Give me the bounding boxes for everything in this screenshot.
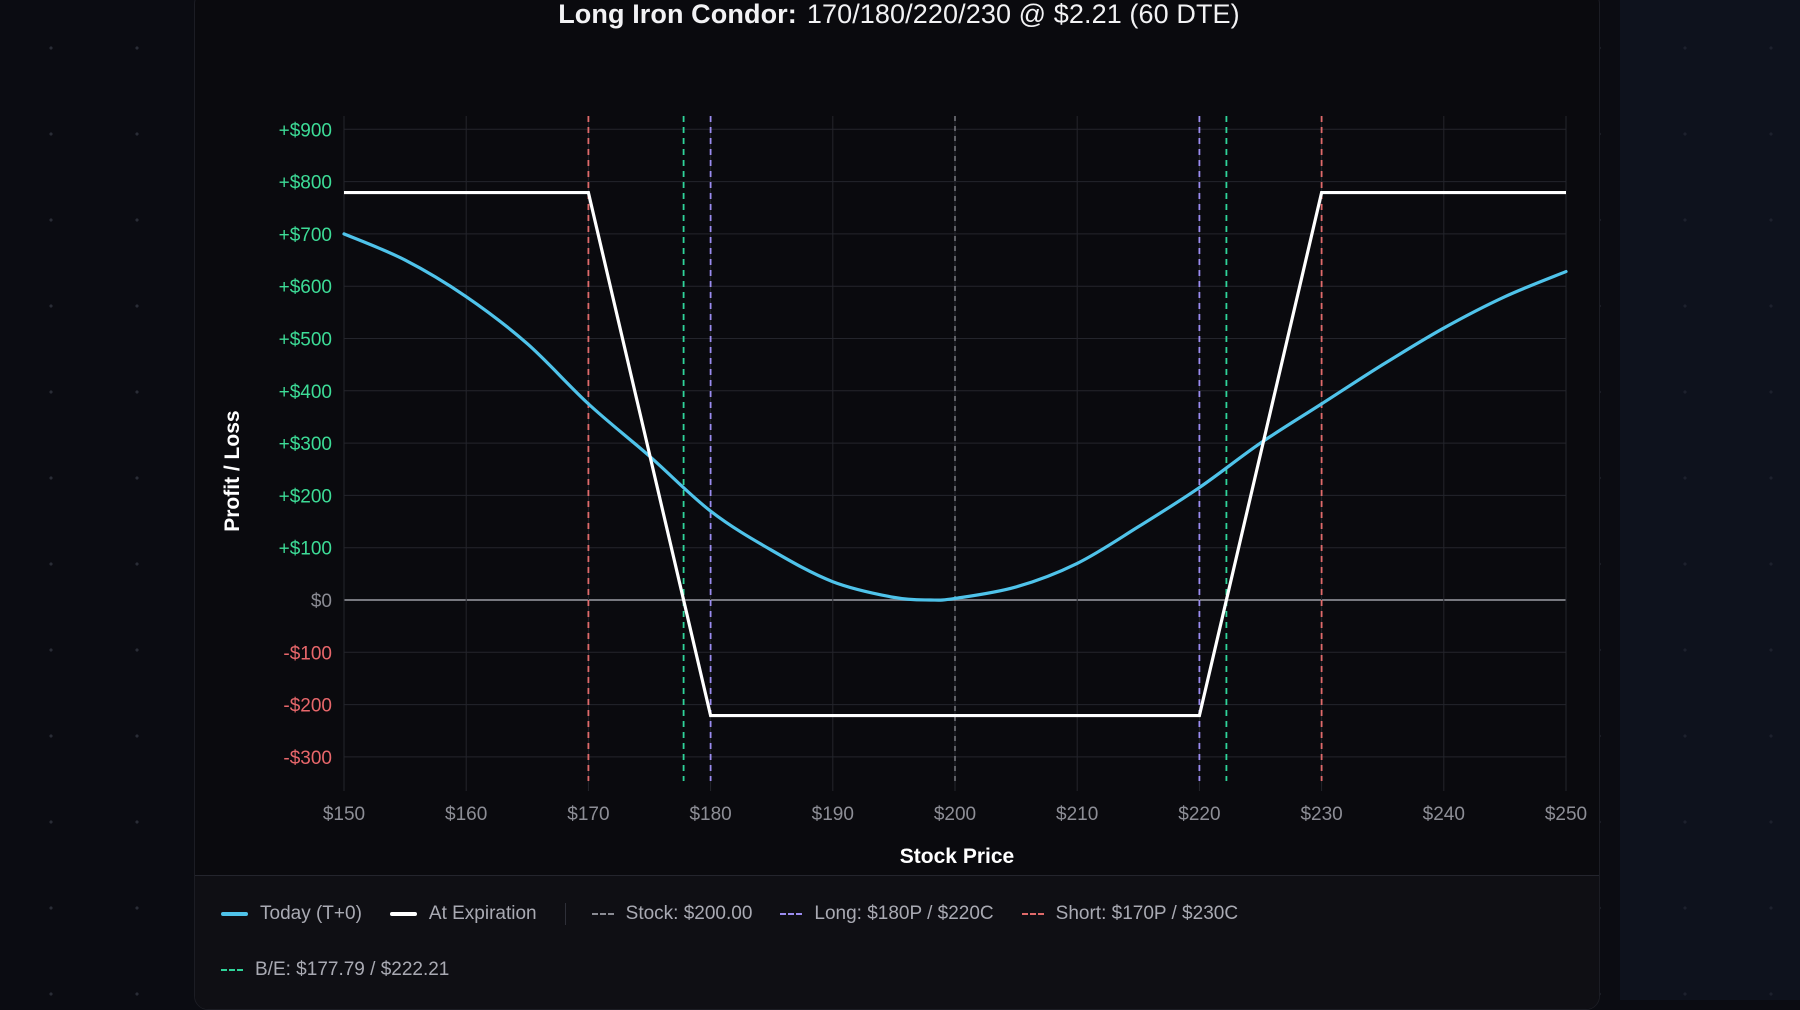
x-tick-label: $190 [812, 804, 854, 825]
x-tick-label: $220 [1178, 804, 1220, 825]
legend-breakeven[interactable]: B/E: $177.79 / $222.21 [221, 959, 449, 981]
x-tick-label: $170 [567, 804, 609, 825]
x-tick-label: $160 [445, 804, 487, 825]
legend-expiration-label: At Expiration [428, 903, 537, 924]
stock-dash-swatch-icon [591, 913, 614, 915]
today-t0-curve [342, 232, 1568, 602]
y-tick-label: +$100 [279, 539, 332, 560]
expiration-line-swatch-icon [389, 912, 417, 916]
y-tick-label: +$500 [279, 330, 332, 351]
long-dash-swatch-icon [780, 913, 803, 915]
y-tick-label: +$400 [279, 382, 332, 403]
legend-row-1: Today (T+0) At Expiration Stock: $200.00… [221, 903, 1266, 925]
x-tick-label: $200 [934, 804, 976, 825]
chart-title: Long Iron Condor: 170/180/220/230 @ $2.21… [195, 0, 1599, 30]
x-tick-label: $180 [689, 804, 731, 825]
y-tick-label: +$700 [279, 225, 332, 246]
x-tick-label: $150 [323, 804, 365, 825]
legend-short-label: Short: $170P / $230C [1055, 903, 1239, 924]
legend-today-label: Today (T+0) [260, 903, 362, 924]
x-axis-title: Stock Price [900, 845, 1014, 868]
legend-divider [564, 903, 566, 925]
y-tick-label: -$300 [283, 748, 332, 769]
y-tick-label: -$200 [283, 696, 332, 717]
y-tick-label: +$900 [279, 120, 332, 141]
x-tick-label: $230 [1300, 804, 1342, 825]
short-dash-swatch-icon [1021, 913, 1044, 915]
y-tick-label: +$600 [279, 277, 332, 298]
strategy-name: Long Iron Condor: [558, 0, 797, 29]
legend-breakeven-label: B/E: $177.79 / $222.21 [255, 959, 450, 980]
legend-stock[interactable]: Stock: $200.00 [591, 903, 753, 925]
legend-short[interactable]: Short: $170P / $230C [1021, 903, 1239, 925]
y-tick-label: +$300 [279, 434, 332, 455]
strategy-details: 170/180/220/230 @ $2.21 (60 DTE) [806, 0, 1240, 29]
y-tick-label: -$100 [283, 643, 332, 664]
x-tick-label: $250 [1545, 804, 1587, 825]
legend-long[interactable]: Long: $180P / $220C [780, 903, 994, 925]
today-line-swatch-icon [221, 912, 248, 916]
legend-expiration[interactable]: At Expiration [389, 903, 537, 925]
y-tick-label: $0 [311, 591, 332, 612]
legend-long-label: Long: $180P / $220C [814, 903, 994, 924]
background-tint [1620, 0, 1800, 1000]
legend-today[interactable]: Today (T+0) [221, 903, 362, 925]
x-tick-label: $210 [1056, 804, 1098, 825]
legend-row-2: B/E: $177.79 / $222.21 [221, 959, 477, 981]
legend-stock-label: Stock: $200.00 [625, 903, 753, 924]
y-axis-title: Profit / Loss [221, 410, 244, 531]
chart-panel: Long Iron Condor: 170/180/220/230 @ $2.21… [194, 0, 1600, 1010]
legend: Today (T+0) At Expiration Stock: $200.00… [195, 875, 1599, 1009]
x-tick-label: $240 [1423, 804, 1465, 825]
y-tick-label: +$800 [279, 173, 332, 194]
pnl-chart: +$900 +$800 +$700 +$600 +$500 +$400 +$300 +$200… [221, 116, 1587, 868]
y-tick-label: +$200 [279, 486, 332, 507]
expiration-payoff-line [344, 190, 1566, 718]
breakeven-dash-swatch-icon [221, 969, 243, 971]
